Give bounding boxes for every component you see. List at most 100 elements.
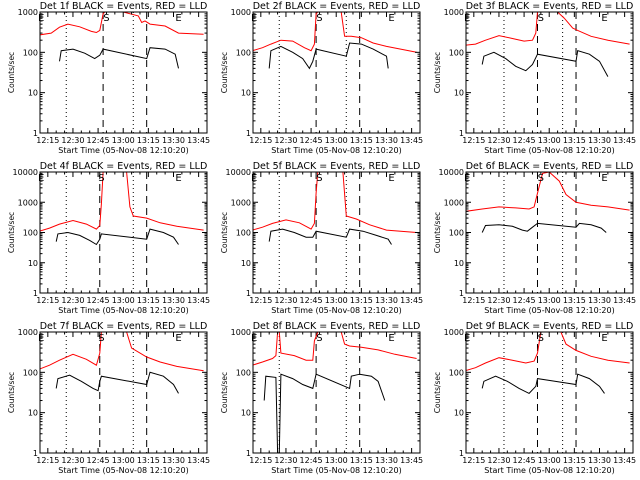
x-axis-label: Start Time (05-Nov-08 12:10:20): [271, 466, 401, 475]
x-tick-label: 13:30: [162, 136, 185, 145]
x-tick-label: 13:00: [325, 296, 348, 305]
x-tick-label: 13:45: [400, 456, 423, 465]
y-tick-label: 10000: [439, 168, 464, 177]
y-tick-label: 1000: [444, 328, 464, 337]
orbit-marker-label: S: [98, 173, 104, 184]
y-tick-label: 10000: [226, 168, 251, 177]
lld-series-line: [40, 332, 204, 372]
plot-area: [466, 172, 630, 293]
y-tick-label: 1: [33, 129, 38, 138]
y-tick-label: 1: [246, 289, 251, 298]
orbit-marker-label: E: [175, 13, 181, 24]
orbit-marker-label: S: [316, 173, 322, 184]
y-tick-label: 1000: [18, 8, 38, 17]
axes-frame: [252, 11, 421, 134]
axes-frame: [252, 171, 421, 294]
panel-title: Det 5f BLACK = Events, RED = LLD: [253, 161, 421, 172]
x-tick-label: 13:15: [137, 136, 160, 145]
x-tick-label: 12:45: [300, 296, 323, 305]
x-tick-label: 13:45: [613, 456, 636, 465]
y-tick-label: 10: [454, 259, 464, 268]
x-tick-label: 12:15: [249, 456, 272, 465]
x-tick-label: 12:30: [487, 296, 510, 305]
x-tick-label: 12:30: [61, 456, 84, 465]
y-tick-label: 10: [454, 89, 464, 98]
y-tick-label: 1000: [231, 8, 251, 17]
x-tick-label: 13:15: [563, 296, 586, 305]
plot-area: [40, 172, 204, 293]
events-series-line: [263, 373, 386, 453]
x-tick-label: 12:45: [513, 136, 536, 145]
y-tick-label: 100: [23, 229, 38, 238]
x-tick-label: 13:15: [350, 136, 373, 145]
y-tick-label: 100: [449, 229, 464, 238]
x-tick-label: 12:30: [61, 136, 84, 145]
x-tick-label: 13:15: [563, 456, 586, 465]
y-axis-label: Counts/sec: [220, 52, 229, 93]
plot-area: [40, 332, 204, 453]
x-tick-label: 13:30: [588, 456, 611, 465]
y-axis-label: Counts/sec: [7, 52, 16, 93]
events-series-line: [481, 50, 609, 77]
x-tick-label: 12:45: [87, 296, 110, 305]
x-tick-label: 12:15: [462, 296, 485, 305]
y-tick-label: 1: [459, 289, 464, 298]
y-tick-label: 1000: [444, 8, 464, 17]
x-tick-label: 12:30: [274, 296, 297, 305]
y-tick-label: 100: [236, 368, 251, 377]
y-tick-label: 100: [449, 48, 464, 57]
x-tick-label: 13:00: [112, 296, 135, 305]
events-series-line: [55, 371, 179, 394]
events-series-line: [268, 228, 392, 245]
y-axis-label: Counts/sec: [7, 212, 16, 253]
orbit-marker-label: S: [538, 173, 544, 184]
y-axis-label: Counts/sec: [433, 212, 442, 253]
x-tick-label: 13:30: [162, 456, 185, 465]
y-tick-label: 1: [33, 289, 38, 298]
y-tick-label: 100: [236, 48, 251, 57]
orbit-marker-label: E: [601, 13, 607, 24]
x-tick-label: 12:45: [300, 136, 323, 145]
y-axis-label: Counts/sec: [220, 372, 229, 413]
x-tick-label: 12:15: [462, 456, 485, 465]
panel-title: Det 1f BLACK = Events, RED = LLD: [40, 1, 208, 12]
x-tick-label: 12:30: [274, 136, 297, 145]
y-tick-label: 100: [23, 368, 38, 377]
x-tick-label: 13:45: [400, 296, 423, 305]
x-axis-label: Start Time (05-Nov-08 12:10:20): [58, 306, 188, 315]
x-tick-label: 13:00: [112, 136, 135, 145]
x-axis-label: Start Time (05-Nov-08 12:10:20): [484, 306, 614, 315]
orbit-marker-label: E: [388, 333, 394, 344]
x-axis-label: Start Time (05-Nov-08 12:10:20): [484, 466, 614, 475]
x-tick-label: 12:15: [249, 136, 272, 145]
y-tick-label: 1000: [231, 328, 251, 337]
x-tick-label: 13:30: [162, 296, 185, 305]
lld-series-line: [253, 172, 417, 233]
x-tick-label: 13:30: [375, 136, 398, 145]
x-axis-label: Start Time (05-Nov-08 12:10:20): [271, 146, 401, 155]
lld-series-line: [40, 172, 204, 232]
y-axis-label: Counts/sec: [7, 372, 16, 413]
events-series-line: [55, 228, 179, 246]
y-axis-label: Counts/sec: [433, 372, 442, 413]
lld-series-line: [253, 332, 417, 366]
x-tick-label: 13:00: [325, 136, 348, 145]
x-tick-label: 13:45: [187, 456, 210, 465]
lld-series-line: [466, 172, 630, 212]
x-tick-label: 12:15: [36, 136, 59, 145]
axes-frame: [465, 331, 634, 454]
y-tick-label: 100: [23, 48, 38, 57]
x-tick-label: 13:00: [112, 456, 135, 465]
x-tick-label: 12:45: [87, 456, 110, 465]
orbit-marker-label: E: [601, 173, 607, 184]
y-tick-label: 10: [241, 259, 251, 268]
x-tick-label: 13:45: [613, 136, 636, 145]
events-series-line: [481, 373, 605, 395]
x-tick-label: 13:45: [400, 136, 423, 145]
x-tick-label: 12:45: [513, 296, 536, 305]
events-series-line: [268, 42, 389, 70]
